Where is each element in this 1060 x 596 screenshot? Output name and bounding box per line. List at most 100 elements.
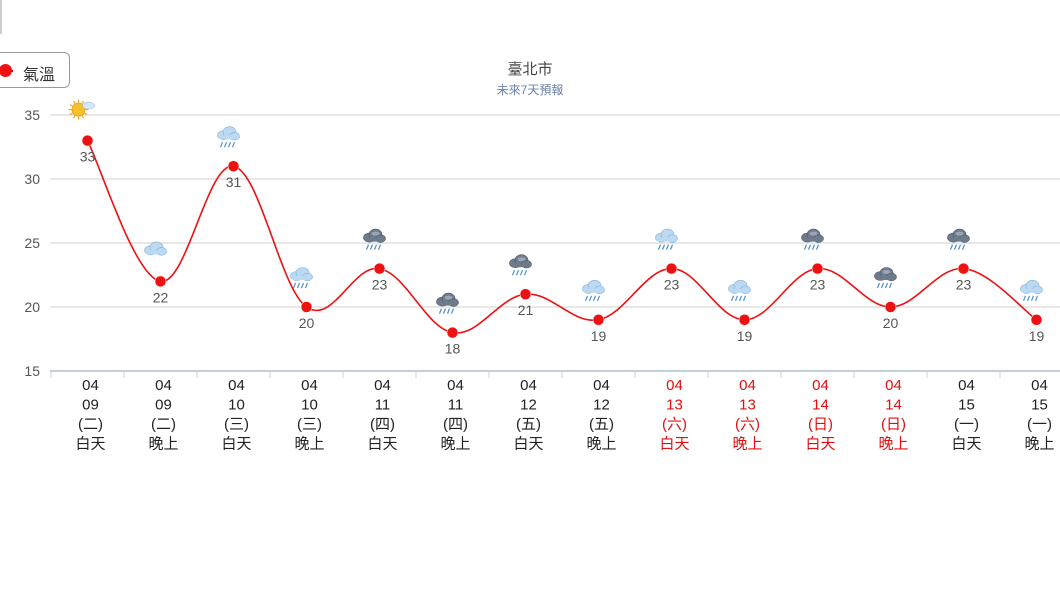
y-tick-label: 25 bbox=[24, 235, 40, 251]
data-point[interactable] bbox=[373, 262, 386, 275]
storm-rain-icon bbox=[436, 292, 459, 314]
x-label-month: 04 bbox=[155, 377, 172, 394]
x-label-period: 白天 bbox=[951, 436, 981, 453]
x-label-month: 04 bbox=[82, 377, 99, 394]
cloud-rain-icon bbox=[1020, 279, 1043, 302]
page-edge-mark bbox=[0, 0, 2, 34]
data-label: 19 bbox=[591, 328, 607, 344]
x-label-period: 晚上 bbox=[586, 436, 616, 453]
x-label-weekday: (一) bbox=[1027, 416, 1052, 433]
data-label: 23 bbox=[810, 277, 826, 293]
x-label-period: 白天 bbox=[513, 436, 543, 453]
storm-rain-icon bbox=[509, 254, 532, 276]
x-label-period: 白天 bbox=[367, 436, 397, 453]
x-label-period: 白天 bbox=[75, 436, 105, 453]
data-point[interactable] bbox=[227, 160, 240, 172]
data-label: 23 bbox=[664, 277, 680, 293]
chart-subtitle: 未來7天預報 bbox=[496, 83, 564, 97]
data-point[interactable] bbox=[738, 314, 751, 326]
x-label-month: 04 bbox=[374, 377, 391, 394]
x-label-weekday: (二) bbox=[78, 416, 103, 433]
x-label-day: 09 bbox=[82, 397, 99, 414]
x-label-period: 白天 bbox=[805, 436, 835, 453]
cloud-rain-icon bbox=[290, 267, 313, 289]
data-label: 20 bbox=[883, 315, 899, 331]
sun-cloud-icon bbox=[68, 99, 95, 120]
storm-rain-icon bbox=[363, 228, 386, 250]
y-tick-label: 15 bbox=[24, 363, 40, 379]
cloud-icon bbox=[144, 241, 167, 256]
x-label-day: 14 bbox=[885, 397, 902, 414]
y-tick-label: 20 bbox=[24, 299, 40, 315]
x-label-day: 12 bbox=[593, 397, 610, 414]
x-label-period: 晚上 bbox=[878, 436, 908, 453]
data-point[interactable] bbox=[81, 134, 94, 147]
data-point[interactable] bbox=[884, 301, 897, 313]
data-label: 20 bbox=[299, 315, 315, 331]
x-label-day: 11 bbox=[448, 397, 464, 414]
data-label: 22 bbox=[153, 289, 169, 305]
x-label-month: 04 bbox=[520, 377, 537, 394]
x-label-period: 白天 bbox=[221, 436, 251, 453]
data-point[interactable] bbox=[957, 262, 970, 275]
storm-rain-icon bbox=[801, 228, 824, 250]
y-tick-label: 30 bbox=[24, 171, 40, 187]
x-label-period: 晚上 bbox=[148, 436, 178, 453]
x-label-month: 04 bbox=[593, 377, 610, 394]
data-point[interactable] bbox=[1030, 314, 1043, 326]
x-label-day: 12 bbox=[520, 397, 537, 414]
x-label-weekday: (三) bbox=[297, 416, 322, 433]
x-label-day: 11 bbox=[375, 397, 391, 414]
x-label-day: 13 bbox=[739, 397, 756, 414]
x-label-period: 晚上 bbox=[294, 436, 324, 453]
data-point[interactable] bbox=[154, 275, 167, 288]
data-label: 19 bbox=[1029, 328, 1045, 344]
data-point[interactable] bbox=[446, 326, 459, 339]
data-point[interactable] bbox=[300, 301, 313, 313]
x-label-weekday: (六) bbox=[735, 416, 760, 433]
x-label-month: 04 bbox=[885, 377, 902, 394]
data-point[interactable] bbox=[665, 262, 678, 275]
x-label-weekday: (二) bbox=[151, 416, 176, 433]
x-label-day: 10 bbox=[228, 397, 245, 414]
chart-legend[interactable]: 氣溫 bbox=[0, 52, 70, 88]
x-label-weekday: (四) bbox=[443, 416, 468, 433]
x-label-month: 04 bbox=[447, 377, 464, 394]
data-label: 19 bbox=[737, 328, 753, 344]
data-label: 31 bbox=[226, 174, 242, 190]
data-point[interactable] bbox=[811, 262, 824, 275]
data-label: 18 bbox=[445, 341, 461, 357]
x-label-period: 晚上 bbox=[1024, 436, 1054, 453]
x-label-weekday: (日) bbox=[808, 416, 833, 433]
x-label-month: 04 bbox=[666, 377, 683, 394]
chart-title: 臺北市 bbox=[507, 61, 553, 78]
y-tick-label: 35 bbox=[24, 107, 40, 123]
cloud-rain-icon bbox=[655, 228, 678, 250]
storm-rain-icon bbox=[947, 228, 970, 250]
x-label-weekday: (日) bbox=[881, 416, 906, 433]
x-label-day: 15 bbox=[958, 397, 975, 414]
data-point[interactable] bbox=[519, 288, 532, 300]
storm-rain-icon bbox=[874, 267, 897, 289]
x-label-day: 09 bbox=[155, 397, 172, 414]
x-label-weekday: (五) bbox=[589, 416, 614, 433]
x-label-month: 04 bbox=[1031, 377, 1048, 394]
x-label-weekday: (三) bbox=[224, 416, 249, 433]
x-label-month: 04 bbox=[228, 377, 245, 394]
x-label-day: 14 bbox=[812, 397, 829, 414]
x-label-period: 白天 bbox=[659, 436, 689, 453]
legend-dot-swatch bbox=[0, 64, 12, 77]
data-label: 21 bbox=[518, 302, 534, 318]
x-label-weekday: (四) bbox=[370, 416, 395, 433]
legend-label: 氣溫 bbox=[23, 67, 56, 84]
x-label-month: 04 bbox=[958, 377, 975, 394]
data-label: 23 bbox=[956, 277, 972, 293]
x-label-month: 04 bbox=[301, 377, 318, 394]
x-label-weekday: (五) bbox=[516, 416, 541, 433]
cloud-rain-icon bbox=[728, 279, 751, 302]
data-point[interactable] bbox=[592, 314, 605, 326]
data-label: 23 bbox=[372, 277, 388, 293]
x-label-day: 15 bbox=[1031, 397, 1048, 414]
x-label-month: 04 bbox=[739, 377, 756, 394]
